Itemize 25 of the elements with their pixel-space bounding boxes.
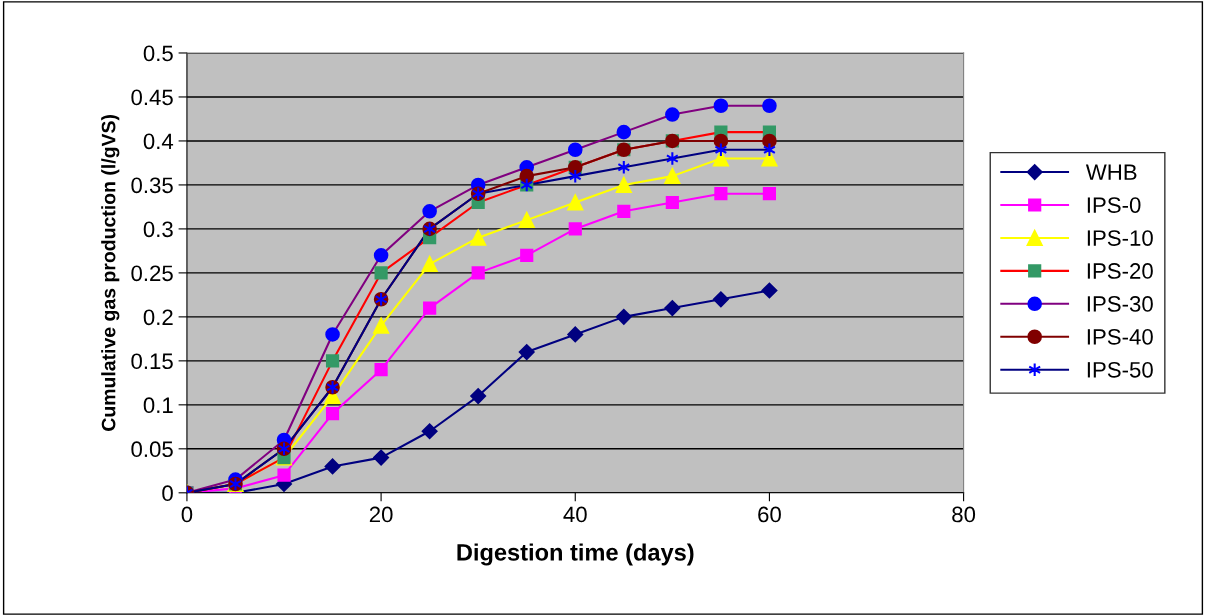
x-tick-label: 80 [952,506,976,523]
legend-label: IPS-40 [1087,328,1153,345]
y-axis-title: Cumulative gas production (l/gVS) [101,115,120,431]
y-tick-label: 0.1 [143,397,173,414]
legend-label: IPS-20 [1087,263,1153,279]
y-tick-label: 0.25 [131,265,173,282]
y-tick-label: 0.05 [131,441,173,458]
legend-label: WHB [1085,164,1137,180]
legend-label: IPS-30 [1087,296,1153,312]
legend-label: IPS-10 [1087,230,1153,246]
x-tick-label: 0 [181,506,193,523]
y-tick-label: 0.15 [131,353,173,370]
x-tick-label: 40 [563,506,587,523]
x-tick-label: 60 [758,506,781,523]
x-axis-title: Digestion time (days) [457,543,694,566]
y-tick-label: 0.4 [143,133,174,150]
y-tick-label: 0 [162,485,173,502]
y-tick-label: 0.45 [131,89,173,106]
y-tick-label: 0.5 [143,45,173,62]
y-tick-label: 0.2 [143,309,173,326]
legend-label: IPS-50 [1087,361,1153,378]
legend-label: IPS-0 [1087,197,1141,213]
y-tick-label: 0.35 [131,177,173,194]
y-tick-label: 0.3 [143,221,173,238]
x-tick-label: 20 [369,506,393,523]
